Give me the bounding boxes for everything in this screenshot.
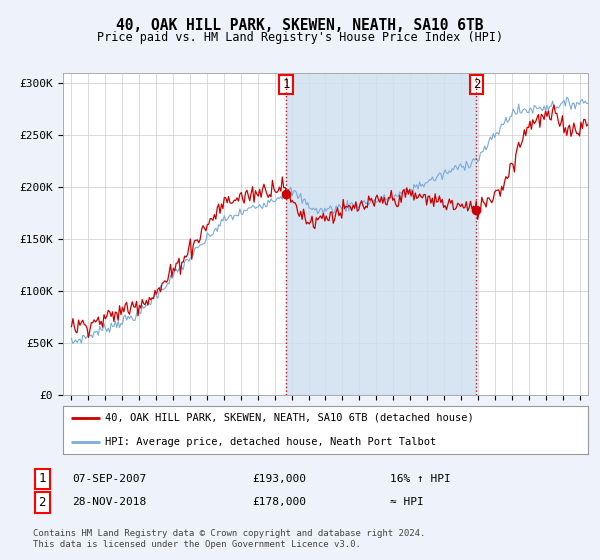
Text: HPI: Average price, detached house, Neath Port Talbot: HPI: Average price, detached house, Neat… [105, 437, 436, 447]
Text: 07-SEP-2007: 07-SEP-2007 [72, 474, 146, 484]
Text: 1: 1 [283, 78, 290, 91]
Text: £193,000: £193,000 [252, 474, 306, 484]
Text: 2: 2 [38, 496, 46, 509]
Text: Price paid vs. HM Land Registry's House Price Index (HPI): Price paid vs. HM Land Registry's House … [97, 31, 503, 44]
Text: 40, OAK HILL PARK, SKEWEN, NEATH, SA10 6TB: 40, OAK HILL PARK, SKEWEN, NEATH, SA10 6… [116, 18, 484, 33]
Text: 28-NOV-2018: 28-NOV-2018 [72, 497, 146, 507]
Text: £178,000: £178,000 [252, 497, 306, 507]
Text: Contains HM Land Registry data © Crown copyright and database right 2024.
This d: Contains HM Land Registry data © Crown c… [33, 529, 425, 549]
Text: 16% ↑ HPI: 16% ↑ HPI [390, 474, 451, 484]
Text: ≈ HPI: ≈ HPI [390, 497, 424, 507]
Bar [286, 73, 476, 395]
Text: 1: 1 [38, 472, 46, 486]
Text: 40, OAK HILL PARK, SKEWEN, NEATH, SA10 6TB (detached house): 40, OAK HILL PARK, SKEWEN, NEATH, SA10 6… [105, 413, 474, 423]
Text: 2: 2 [473, 78, 480, 91]
